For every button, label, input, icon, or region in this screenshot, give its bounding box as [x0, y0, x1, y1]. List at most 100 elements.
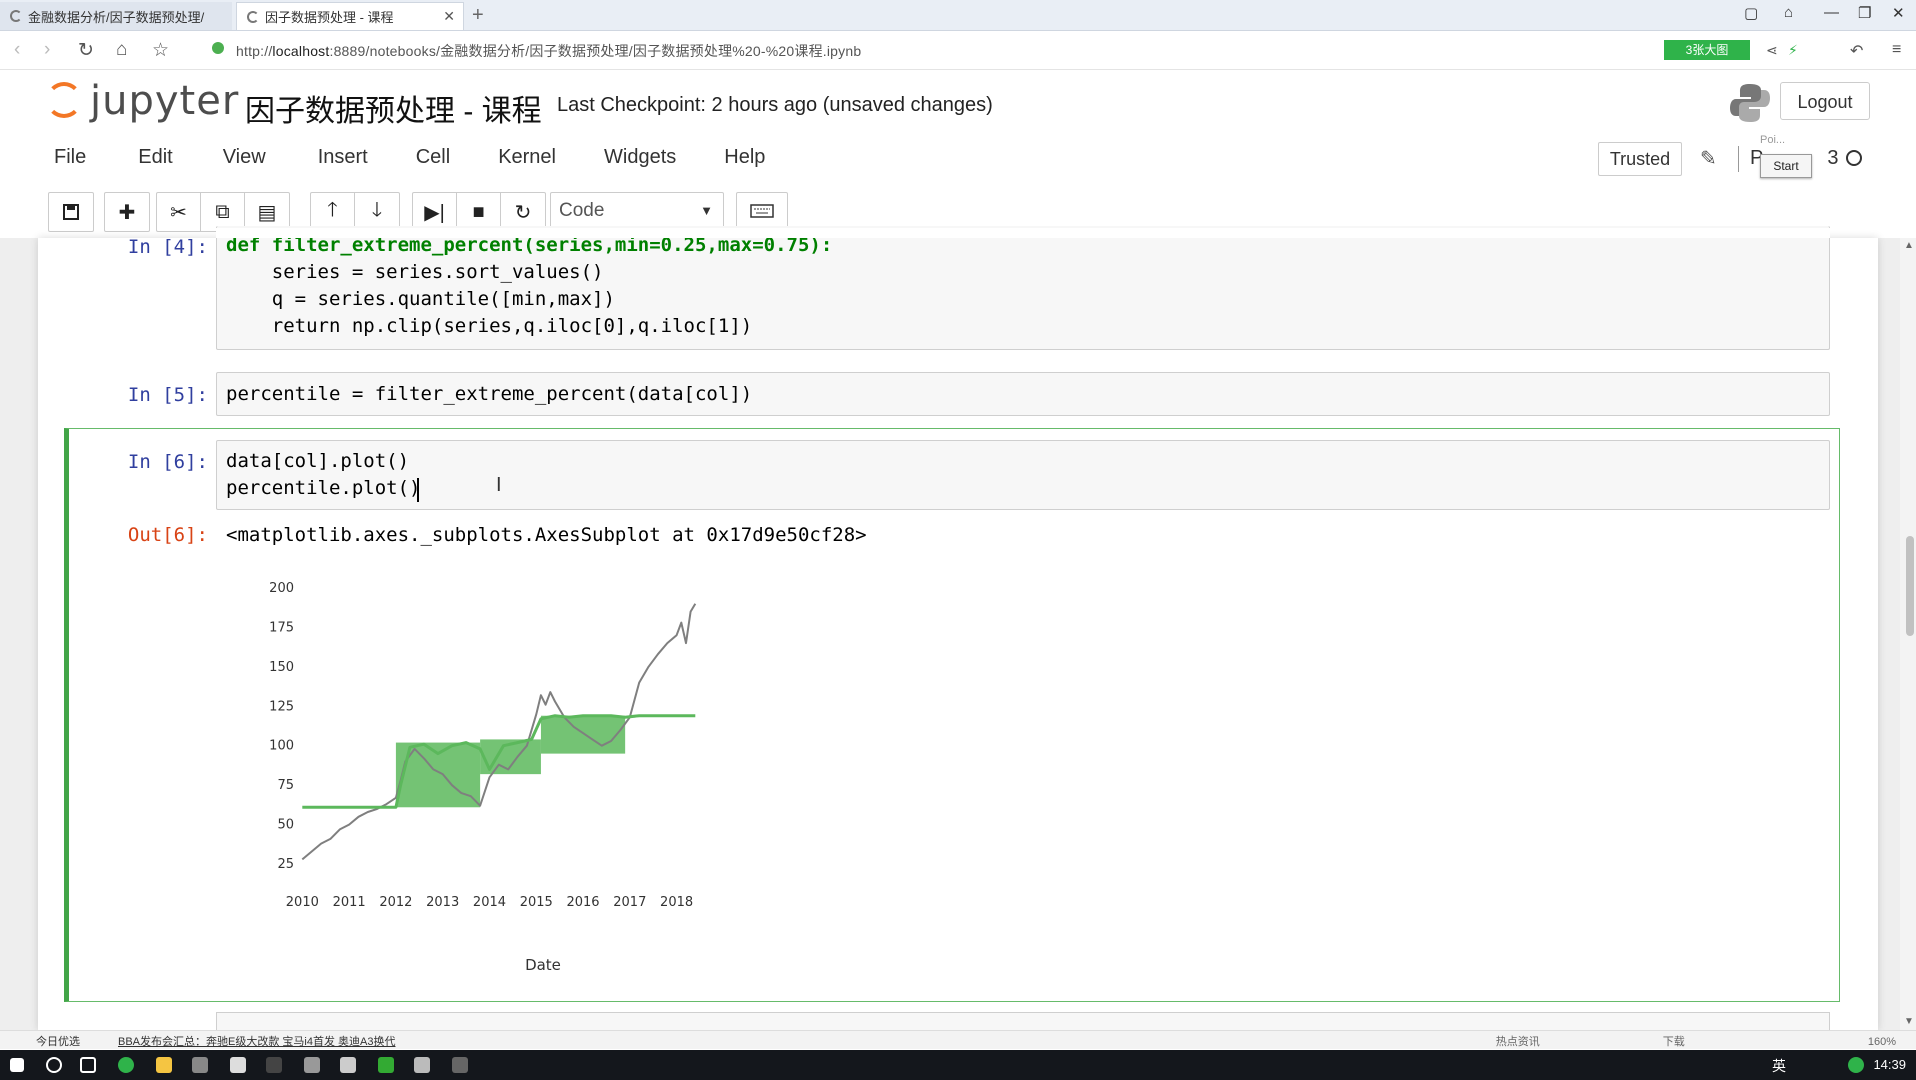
cut-icon[interactable]: ✂ [157, 193, 201, 231]
menu-bar: File Edit View Insert Cell Kernel Widget… [54, 146, 811, 176]
toolbar-run-group: ▶| ■ ↻ [412, 192, 546, 232]
y-axis-ticks: 25 50 75 100 125 150 175 200 [269, 581, 294, 872]
jupyter-logo-text[interactable]: jupyter [90, 78, 240, 124]
home-icon[interactable]: ⌂ [116, 39, 128, 60]
trusted-badge[interactable]: Trusted [1598, 142, 1682, 176]
url-field[interactable]: http://localhost:8889/notebooks/金融数据分析/因… [236, 41, 861, 61]
app-icon[interactable] [304, 1057, 320, 1073]
app-icon[interactable] [414, 1057, 430, 1073]
reload-icon[interactable]: ↻ [78, 40, 94, 61]
y-tick-label: 150 [269, 660, 294, 675]
cell-4-code[interactable]: def filter_extreme_percent(series,min=0.… [226, 232, 832, 340]
scrollbar-thumb[interactable] [1906, 536, 1914, 636]
cell-type-select[interactable]: Code ▼ [550, 192, 724, 230]
hot-news-label[interactable]: 热点资讯 [1495, 1036, 1540, 1048]
x-axis-label: Date [525, 956, 561, 974]
app-icon[interactable] [230, 1057, 246, 1073]
x-tick-label: 2015 [520, 895, 553, 910]
task-view-icon[interactable] [80, 1057, 96, 1073]
menu-help[interactable]: Help [724, 146, 766, 168]
y-tick-label: 100 [269, 739, 294, 754]
toolbar-insert-group: ✚ [104, 192, 150, 232]
logout-button[interactable]: Logout [1780, 82, 1870, 120]
app-icon[interactable] [192, 1057, 208, 1073]
close-tab-icon[interactable]: ✕ [443, 8, 455, 24]
move-down-icon[interactable]: 🡓 [371, 199, 383, 221]
forward-icon[interactable]: › [44, 39, 51, 60]
toolbar-save-group [48, 192, 94, 232]
terminal-icon[interactable] [266, 1057, 282, 1073]
lightning-icon[interactable]: ⚡ [1788, 42, 1798, 58]
stop-icon[interactable]: ■ [457, 193, 501, 231]
y-tick-label: 25 [277, 857, 294, 872]
copy-icon[interactable]: ⧉ [201, 193, 245, 231]
close-window-icon[interactable]: ✕ [1892, 5, 1905, 22]
menu-insert[interactable]: Insert [317, 146, 368, 168]
scroll-up-icon[interactable]: ▲ [1904, 240, 1914, 251]
ibeam-cursor-icon: I [496, 474, 502, 496]
run-icon[interactable]: ▶| [413, 193, 457, 231]
ime-indicator[interactable]: 英 [1772, 1058, 1786, 1074]
menu-kernel[interactable]: Kernel [498, 146, 556, 168]
windows-taskbar: 英 14:39 [0, 1050, 1916, 1080]
cell-6-code[interactable]: data[col].plot() percentile.plot() [226, 448, 420, 502]
windows-start-icon[interactable] [10, 1058, 24, 1072]
move-up-icon[interactable]: 🡑 [311, 193, 355, 231]
edit-pencil-icon[interactable]: ✎ [1700, 148, 1717, 170]
keyboard-icon[interactable] [736, 192, 788, 230]
loading-icon [10, 10, 22, 22]
menu-file[interactable]: File [54, 146, 87, 168]
series-line-clipped [302, 714, 696, 809]
cell-6-input[interactable] [216, 440, 1830, 510]
restore-icon[interactable]: ❐ [1858, 5, 1872, 22]
minimize-icon[interactable]: — [1824, 4, 1839, 21]
zoom-level[interactable]: 160% [1867, 1036, 1896, 1048]
browser-tab-2[interactable]: 因子数据预处理 - 课程 ✕ [236, 2, 464, 30]
back-icon[interactable]: ‹ [14, 39, 21, 60]
cell-4-prompt: In [4]: [127, 236, 208, 258]
star-icon[interactable]: ☆ [152, 40, 170, 61]
clock[interactable]: 14:39 [1873, 1057, 1906, 1072]
extension-button[interactable]: 3张大图 [1664, 40, 1750, 60]
series-line-raw [301, 603, 697, 861]
share-icon[interactable]: ⋖ [1766, 42, 1778, 58]
menu-widgets[interactable]: Widgets [604, 146, 677, 168]
tray-icon[interactable] [1848, 1057, 1864, 1073]
save-icon[interactable] [49, 193, 93, 231]
tab-label: 因子数据预处理 - 课程 [265, 10, 394, 25]
restart-icon[interactable]: ↻ [514, 201, 532, 224]
browser-tab-1[interactable]: 金融数据分析/因子数据预处理/ [0, 2, 232, 30]
cell-5-code[interactable]: percentile = filter_extreme_percent(data… [226, 383, 753, 405]
paste-icon[interactable]: ▤ [257, 201, 277, 224]
menu-icon[interactable]: ≡ [1892, 41, 1902, 58]
shirt-icon[interactable]: ⌂ [1784, 4, 1794, 21]
undo-icon[interactable]: ↶ [1850, 43, 1864, 60]
add-cell-icon[interactable]: ✚ [118, 201, 136, 224]
menu-cell[interactable]: Cell [415, 146, 451, 168]
search-icon[interactable] [46, 1057, 62, 1073]
menu-view[interactable]: View [222, 146, 266, 168]
x-tick-label: 2018 [660, 895, 693, 910]
today-picks-label[interactable]: 今日优选 [36, 1036, 80, 1048]
menu-edit[interactable]: Edit [138, 146, 173, 168]
news-ticker-link[interactable]: BBA发布会汇总：奔驰E级大改款 宝马i4首发 奥迪A3换代 [118, 1036, 396, 1048]
browser-app-icon[interactable] [118, 1057, 134, 1073]
tab-count-icon[interactable]: ▢ [1744, 5, 1759, 22]
kernel-idle-icon [1846, 150, 1862, 166]
y-tick-label: 200 [269, 581, 294, 596]
url-path: :8889/notebooks/金融数据分析/因子数据预处理/因子数据预处理%2… [329, 43, 862, 59]
app-icon[interactable] [378, 1057, 394, 1073]
new-tab-icon[interactable]: + [472, 4, 484, 26]
code-line: series = series.sort_values() [226, 261, 604, 283]
notebook-title[interactable]: 因子数据预处理 - 课程 [245, 95, 542, 128]
file-explorer-icon[interactable] [156, 1057, 172, 1073]
cell-5-input[interactable] [216, 372, 1830, 416]
app-icon[interactable] [340, 1057, 356, 1073]
selected-cell[interactable] [64, 428, 1840, 1002]
app-icon[interactable] [452, 1057, 468, 1073]
scroll-cover [216, 228, 1830, 238]
scroll-down-icon[interactable]: ▼ [1904, 1016, 1914, 1027]
cell-4-input[interactable] [216, 226, 1830, 350]
download-label[interactable]: 下载 [1662, 1036, 1685, 1048]
